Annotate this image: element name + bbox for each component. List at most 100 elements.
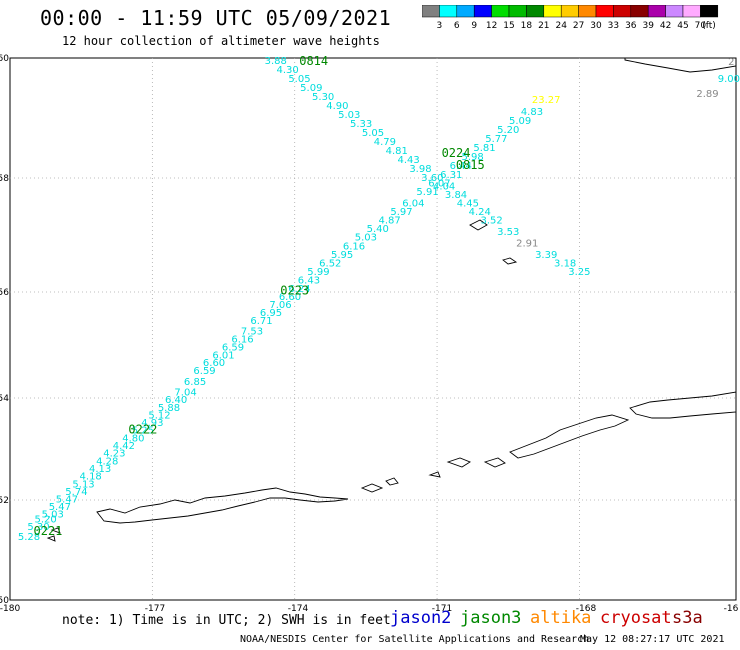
wave-height-value: 4.23 (103, 449, 125, 460)
satellite-jason3: jason3 (460, 608, 522, 628)
wave-height-value: 5.20 (497, 125, 519, 136)
pass-time-label: 0814 (299, 54, 328, 68)
coastline-segment (428, 471, 441, 478)
legend-swatch (700, 5, 719, 18)
wave-height-value: 2 (728, 57, 734, 68)
coastline-segment (509, 414, 630, 459)
x-tick-label: -168 (576, 604, 597, 614)
wave-height-value: 3.52 (480, 216, 502, 227)
legend-label: 15 (503, 21, 514, 31)
wave-height-value: 4.83 (521, 107, 543, 118)
page-title: 00:00 - 11:59 UTC 05/09/2021 (40, 6, 392, 30)
wave-height-value: 5.99 (307, 267, 329, 278)
legend-label: 36 (625, 21, 637, 31)
wave-height-value: 6.71 (250, 316, 272, 327)
wave-height-value: 6.43 (298, 275, 320, 286)
pass-time-label: 0224 (442, 146, 471, 160)
wave-height-value: 5.77 (485, 134, 507, 145)
wave-height-value: 6.60 (203, 358, 225, 369)
legend-label: 33 (608, 21, 619, 31)
wave-height-value: 5.03 (42, 510, 64, 521)
wave-height-value: 2.89 (696, 89, 718, 100)
x-tick-label: -171 (432, 604, 452, 614)
altimeter-track-descending: 3.884.305.055.095.304.905.035.335.054.79… (265, 54, 591, 278)
y-tick-label: 52 (0, 496, 9, 506)
wave-height-value: 4.30 (276, 65, 298, 76)
legend-label: 39 (642, 21, 654, 31)
wave-height-value: 6.52 (319, 258, 341, 269)
coastline (46, 57, 737, 542)
x-tick-label: -16 (724, 604, 739, 614)
wave-height-value: 2.91 (516, 238, 538, 249)
wave-height-value: 6.60 (279, 292, 301, 303)
coastline-segment (624, 57, 737, 73)
legend-label: 30 (590, 21, 602, 31)
legend-label: 21 (538, 21, 549, 31)
y-tick-label: 60 (0, 54, 9, 64)
wave-height-value: 9.00 (718, 74, 740, 85)
coastline-segment (50, 527, 61, 534)
legend-label: 3 (437, 21, 443, 31)
wave-height-value: 6.07 (428, 179, 450, 190)
coastline-segment (629, 391, 737, 419)
wave-height-value: 4.81 (386, 146, 408, 157)
coastline-segment (385, 477, 399, 486)
altimeter-track-ascending: 5.285.305.205.035.475.475.745.134.184.13… (18, 95, 561, 543)
y-tick-label: 54 (0, 394, 9, 404)
wave-height-value: 5.47 (56, 495, 78, 506)
wave-height-value: 6.31 (440, 170, 462, 181)
wave-height-value: 5.40 (367, 224, 389, 235)
wave-height-value: 6.44 (450, 161, 472, 172)
x-tick-label: -177 (145, 604, 165, 614)
legend-label: 70 (695, 21, 707, 31)
wave-height-value: 4.24 (469, 207, 491, 218)
y-tick-label: 50 (0, 596, 9, 606)
legend-label: 12 (486, 21, 497, 31)
pass-time-label: 0222 (128, 423, 157, 437)
wave-height-value: 5.95 (331, 250, 353, 261)
wave-height-value: 4.93 (141, 418, 163, 429)
wave-height-value: 5.81 (473, 143, 495, 154)
color-legend: 3 6 9 12 15 18 21 24 27 30 33 36 39 42 45 70(ft) (422, 5, 719, 31)
satellite-jason2: jason2 (390, 608, 452, 628)
x-tick-label: -174 (288, 604, 309, 614)
wave-height-value: 7.04 (174, 387, 196, 398)
wave-height-value: 3.60 (421, 173, 443, 184)
wave-height-value: 7.06 (269, 300, 291, 311)
wave-height-value: 5.05 (362, 128, 384, 139)
wave-height-value: 6.04 (402, 199, 424, 210)
legend-label: 9 (471, 21, 477, 31)
coastline-segment (360, 483, 384, 493)
wave-height-value: 4.45 (457, 199, 479, 210)
x-tick-label: -180 (0, 604, 20, 614)
wave-height-value: 6.59 (222, 342, 244, 353)
wave-height-value: 5.74 (65, 487, 87, 498)
wave-height-value: 6.95 (260, 308, 282, 319)
wave-height-value: 5.03 (338, 110, 360, 121)
wave-height-value: 4.80 (122, 433, 144, 444)
coastline-segment (46, 535, 56, 542)
wave-height-value: 5.25 (132, 426, 154, 437)
wave-height-value: 6.01 (212, 350, 234, 361)
wave-height-value: 5.09 (509, 116, 531, 127)
page-subtitle: 12 hour collection of altimeter wave hei… (62, 34, 380, 48)
credit-timestamp: May 12 08:27:17 UTC 2021 (580, 634, 725, 645)
legend-label: 6 (454, 21, 460, 31)
legend-label: 45 (677, 21, 688, 31)
wave-height-value: 3.88 (265, 56, 287, 67)
legend-label: 18 (521, 21, 533, 31)
coastline-segment (96, 487, 349, 524)
wave-height-value: 4.04 (433, 181, 455, 192)
wave-height-value: 6.59 (193, 366, 215, 377)
wave-height-value: 5.30 (312, 92, 334, 103)
wave-height-value: 5.88 (158, 403, 180, 414)
wave-height-value: 5.98 (462, 152, 484, 163)
y-tick-label: 56 (0, 288, 9, 298)
legend-unit: (ft) (702, 21, 716, 31)
footnote: note: 1) Time is in UTC; 2) SWH is in fe… (62, 613, 391, 628)
wave-height-value: 4.28 (96, 456, 118, 467)
wave-height-value: 6.40 (165, 395, 187, 406)
pass-time-label: 0815 (456, 158, 485, 172)
wave-height-value: 5.03 (355, 233, 377, 244)
coastline-segment (502, 257, 518, 265)
